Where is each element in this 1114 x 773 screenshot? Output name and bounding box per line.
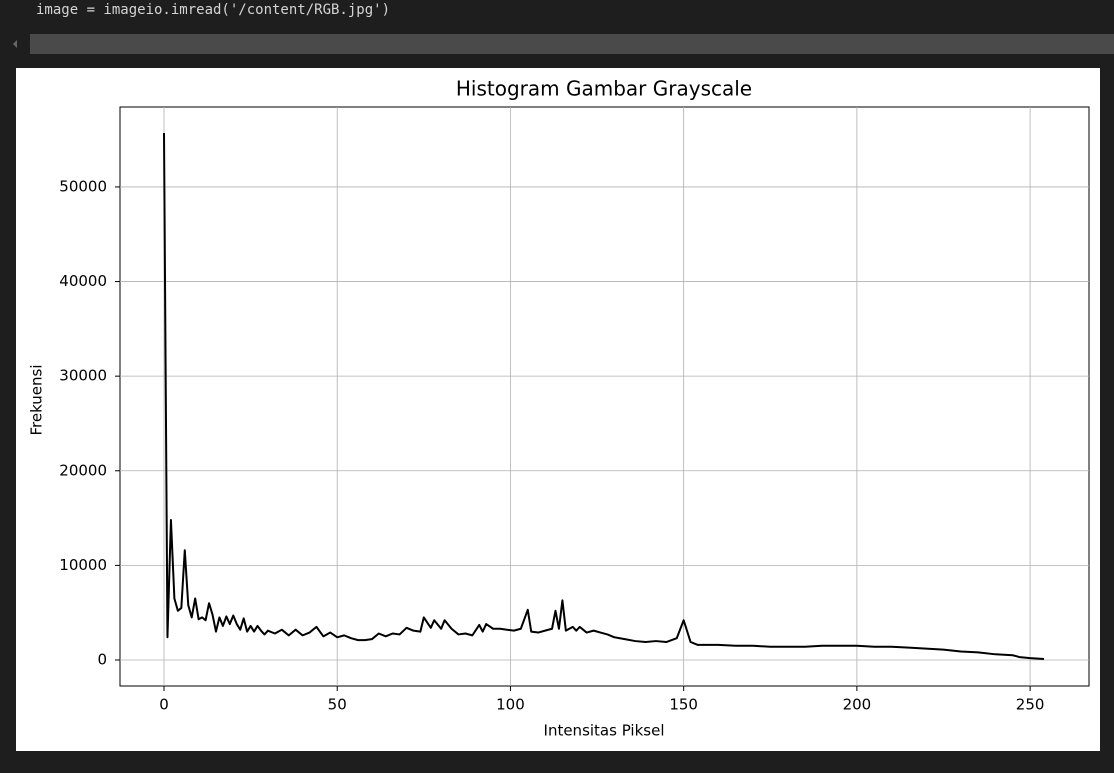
- y-tick-label: 30000: [59, 367, 107, 385]
- x-axis-label: Intensitas Piksel: [544, 722, 665, 740]
- chart-title: Histogram Gambar Grayscale: [456, 77, 752, 101]
- y-tick-label: 50000: [59, 177, 107, 195]
- x-tick-label: 50: [328, 696, 347, 714]
- data-line: [163, 133, 1045, 661]
- x-tick-label: 100: [496, 696, 525, 714]
- y-axis-label: Frekuensi: [28, 364, 46, 435]
- scroll-arrow[interactable]: [13, 40, 17, 48]
- scrollbar[interactable]: [30, 34, 1114, 54]
- x-tick-label: 0: [159, 696, 169, 714]
- y-tick-label: 10000: [59, 556, 107, 574]
- y-tick-label: 20000: [59, 461, 107, 479]
- plot-frame: [119, 106, 1090, 687]
- x-tick-label: 150: [669, 696, 698, 714]
- y-tick-label: 40000: [59, 272, 107, 290]
- x-tick-label: 250: [1016, 696, 1045, 714]
- output-frame: [16, 68, 1100, 751]
- x-tick-label: 200: [843, 696, 872, 714]
- y-tick-label: 0: [97, 650, 107, 668]
- code-line: image = imageio.imread('/content/RGB.jpg…: [36, 2, 390, 18]
